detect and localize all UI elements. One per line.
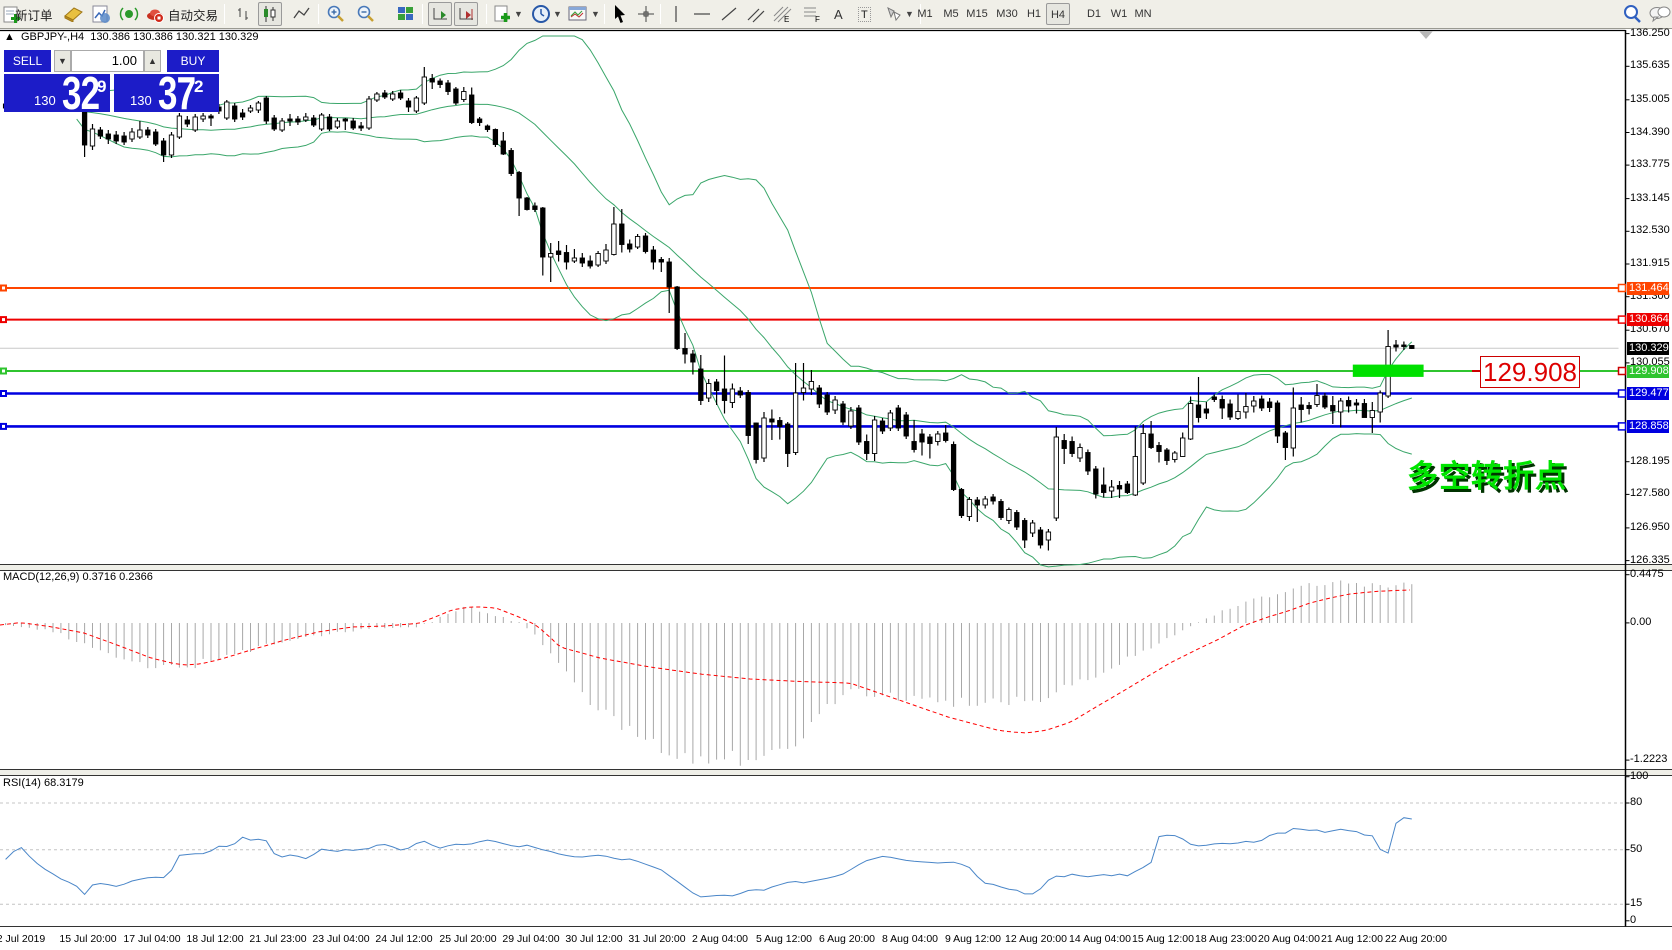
svg-text:E: E	[784, 15, 789, 24]
svg-text:F: F	[815, 15, 820, 24]
